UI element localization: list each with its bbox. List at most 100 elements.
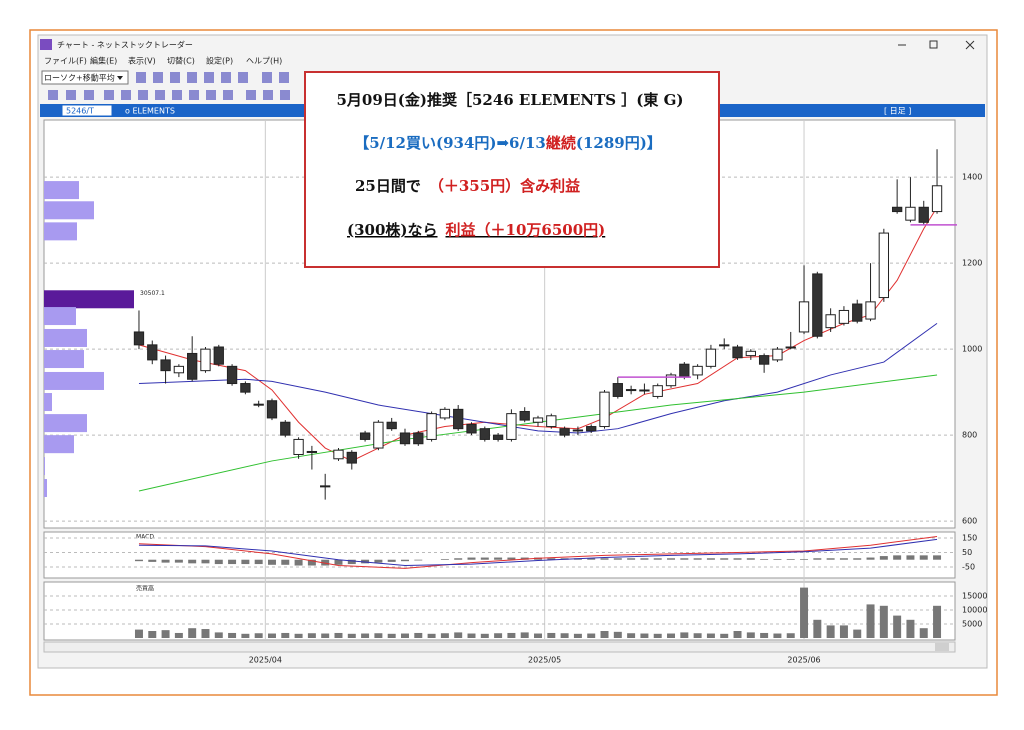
candle-body [373,421,384,449]
tool[interactable] [280,90,290,100]
macd-bar [188,559,197,564]
window-title: チャート - ネットストックトレーダー [57,40,193,50]
tool[interactable] [279,72,289,83]
y-tick-label: 10000 [962,606,987,615]
profile-bar [44,328,87,347]
macd-bar [480,557,489,560]
candle-body [466,423,477,434]
volume-bar [214,632,223,638]
menu-item[interactable]: 表示(V) [128,56,156,66]
menu-item[interactable]: ファイル(F) [44,57,87,66]
macd-bar [933,555,942,560]
tool[interactable] [170,72,180,83]
scroll-thumb[interactable] [935,643,949,651]
tool[interactable] [66,90,76,100]
tool[interactable] [104,90,114,100]
plots: 2025/04 2025/05 2025/06 600 800 1000 1200 1400 3… [44,120,987,665]
volume-bar [693,633,702,638]
macd-bar [667,558,676,560]
tool[interactable] [153,72,163,83]
candle-body [918,206,929,223]
volume-bar [627,633,636,638]
macd-bar [813,558,822,560]
tool[interactable] [187,72,197,83]
tool[interactable] [221,72,231,83]
candle-body [200,348,211,372]
dropdown[interactable] [41,70,129,85]
tool[interactable] [206,90,216,100]
frame [29,29,998,696]
macd-bar [746,558,755,560]
volume-bar [387,633,396,638]
tool[interactable] [223,90,233,100]
tool[interactable] [121,90,131,100]
volume-bar [813,619,822,638]
candle-body [532,417,544,423]
volume-bar [480,633,489,638]
volume-bar [866,604,875,638]
macd-bar [281,559,290,565]
macd-bar [174,559,183,563]
candle-body [492,434,504,440]
line [138,536,938,569]
macd-bar [800,558,809,560]
volume-bar [879,605,888,638]
tool[interactable] [48,90,58,100]
profile-bar [44,307,77,326]
profile-bar [44,393,53,412]
menu-item[interactable]: ヘルプ(H) [246,57,282,66]
candle-body [785,346,796,349]
tool[interactable] [172,90,182,100]
volume-bar [520,632,529,638]
close[interactable] [965,40,975,50]
candle-body [187,352,198,380]
volume-bar [893,615,902,638]
macd-bar [134,559,143,562]
candle-body [625,389,637,392]
candle-body [586,426,597,432]
macd-bar [307,559,316,566]
y-tick-label: 1000 [962,345,982,354]
note-part: 継続 [546,134,576,152]
candle-body [732,346,743,359]
menu-item[interactable]: 編集(E) [90,56,117,66]
volume-bar [281,632,290,638]
tool[interactable] [204,72,214,83]
tool[interactable] [262,72,272,83]
restore[interactable] [929,40,938,49]
stock-name: o ELEMENTS [125,107,175,116]
candle-body [280,421,291,436]
menu-item[interactable]: 切替(C) [167,56,195,66]
tool[interactable] [84,90,94,100]
scrollbar[interactable] [43,641,956,653]
candle-body [426,413,437,440]
profile-bar [44,290,134,309]
tool[interactable] [136,72,146,83]
tool[interactable] [246,90,256,100]
period: [ 日足 ] [884,107,911,116]
macd-bar [148,559,157,562]
note-part: (300株)なら [347,221,438,239]
y-tick-label: 5000 [962,620,982,629]
candle-body [346,451,357,464]
volume-bar [653,633,662,638]
macd-bar [454,558,463,560]
volume-bar [560,633,569,638]
macd-bar [733,558,742,560]
candle-body [719,344,730,347]
macd-bar [241,559,250,565]
volume-bar [161,630,170,638]
tool[interactable] [155,90,165,100]
profile-label: 30507.1 [140,290,165,297]
note-part: 利益（＋10万6500円) [446,221,606,239]
menu-item[interactable]: 設定(P) [206,56,233,66]
note-part: （＋355円）含み利益 [429,177,580,195]
volume-bar [334,632,343,638]
macd-bar [321,559,330,566]
tool[interactable] [263,90,273,100]
x-tick-label: 2025/05 [528,656,561,665]
tool[interactable] [189,90,199,100]
tool[interactable] [238,72,248,83]
tool[interactable] [138,90,148,100]
profile-bar [44,435,74,454]
